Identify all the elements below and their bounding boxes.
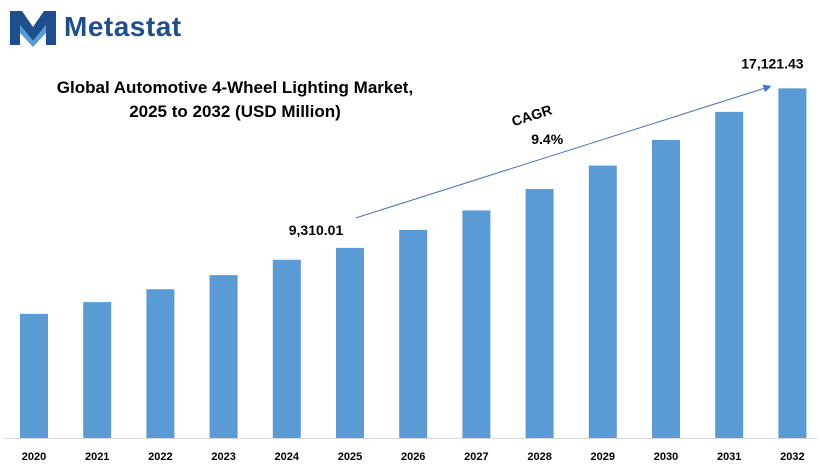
x-tick-label-2028: 2028 <box>527 451 551 463</box>
x-tick-label-2022: 2022 <box>148 451 172 463</box>
chart-title: Global Automotive 4-Wheel Lighting Marke… <box>20 76 450 124</box>
x-tick-label-2027: 2027 <box>464 451 488 463</box>
x-tick-label-2021: 2021 <box>85 451 109 463</box>
bar-2024 <box>272 259 301 438</box>
bar-2031 <box>715 111 744 438</box>
data-label-2025: 9,310.01 <box>289 222 344 238</box>
bar-2030 <box>652 139 680 438</box>
cagr-value: 9.4% <box>531 131 563 147</box>
bar-2023 <box>209 275 238 438</box>
bar-2028 <box>525 188 554 438</box>
bar-2026 <box>399 230 428 438</box>
chart-title-line-1: Global Automotive 4-Wheel Lighting Marke… <box>56 78 414 97</box>
x-tick-label-2031: 2031 <box>717 451 741 463</box>
chart-title-line-2: 2025 to 2032 (USD Million) <box>129 102 341 121</box>
bar-2025 <box>336 247 364 438</box>
bar-2022 <box>146 289 175 438</box>
brand-name: Metastat <box>64 11 182 42</box>
x-tick-label-2030: 2030 <box>654 451 678 463</box>
bar-2020 <box>20 313 48 438</box>
bar-2027 <box>462 210 491 438</box>
x-tick-label-2020: 2020 <box>22 451 46 463</box>
x-tick-label-2025: 2025 <box>338 451 362 463</box>
cagr-label: CAGR <box>510 101 554 129</box>
bar-2032 <box>778 88 807 439</box>
bar-2021 <box>83 302 112 438</box>
cagr-arrow <box>355 84 772 219</box>
x-tick-label-2023: 2023 <box>211 451 235 463</box>
x-tick-label-2024: 2024 <box>275 451 300 463</box>
metastat-m-logo-icon <box>10 11 56 47</box>
metastat-logo: Metastat <box>8 6 182 48</box>
bar-2029 <box>588 165 617 438</box>
data-label-2032: 17,121.43 <box>741 55 803 71</box>
x-tick-label-2032: 2032 <box>780 451 804 463</box>
x-tick-label-2026: 2026 <box>401 451 425 463</box>
x-tick-label-2029: 2029 <box>591 451 615 463</box>
